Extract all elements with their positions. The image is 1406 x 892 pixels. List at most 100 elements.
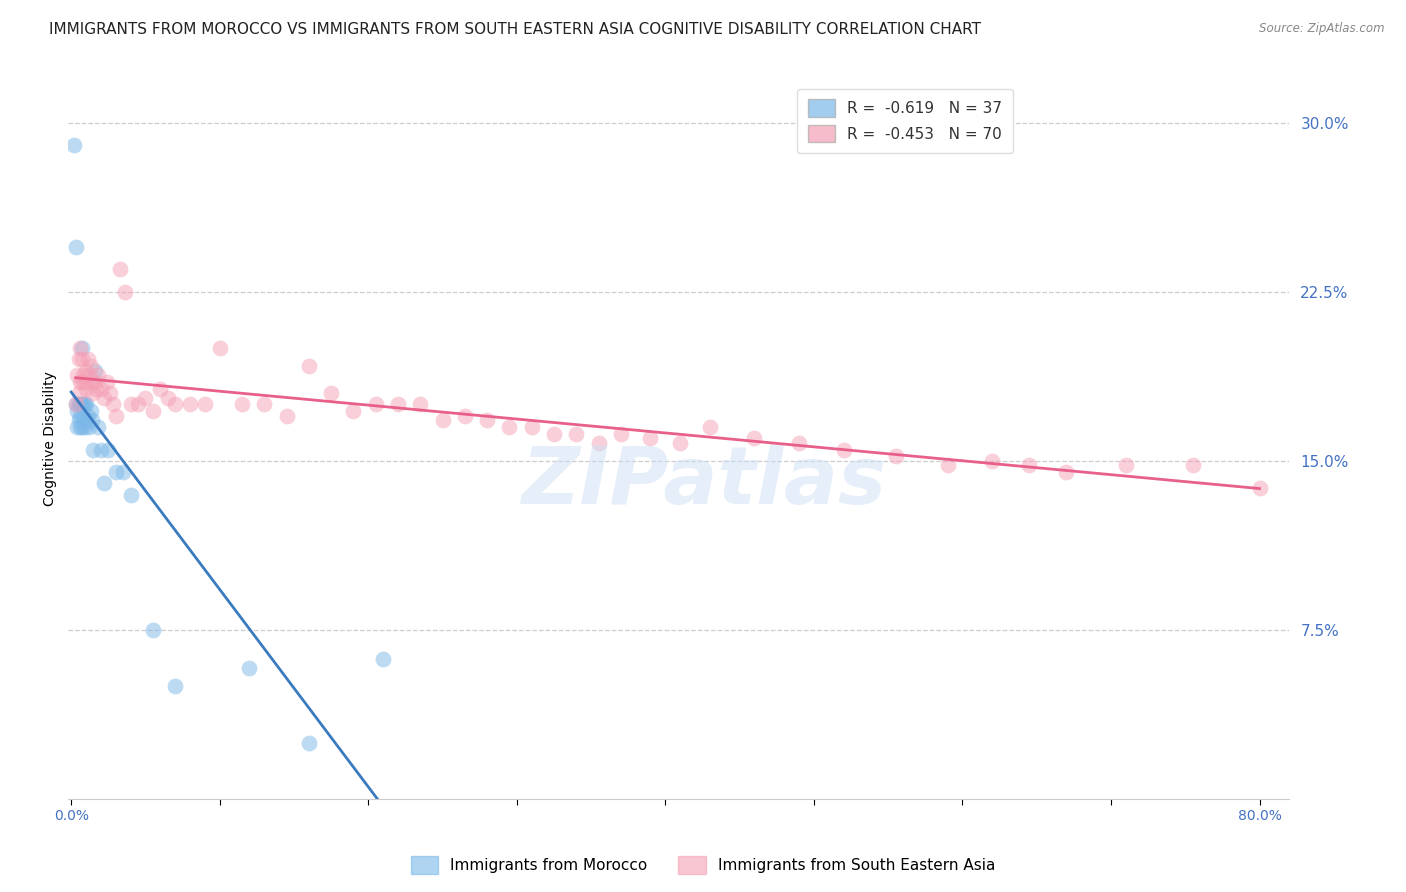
Point bbox=[93, 391, 115, 405]
Point bbox=[86, 382, 108, 396]
Legend: Immigrants from Morocco, Immigrants from South Eastern Asia: Immigrants from Morocco, Immigrants from… bbox=[405, 850, 1001, 880]
Point bbox=[936, 458, 959, 473]
Point bbox=[298, 359, 321, 373]
Point bbox=[981, 454, 1004, 468]
Point bbox=[73, 397, 96, 411]
Point bbox=[127, 397, 149, 411]
Point bbox=[76, 352, 98, 367]
Point bbox=[67, 386, 90, 401]
Point bbox=[65, 397, 87, 411]
Point bbox=[1181, 458, 1204, 473]
Point bbox=[70, 352, 93, 367]
Point bbox=[744, 431, 766, 445]
Point bbox=[69, 341, 91, 355]
Point bbox=[97, 442, 120, 457]
Point bbox=[72, 368, 94, 383]
Point bbox=[231, 397, 253, 411]
Point bbox=[364, 397, 387, 411]
Point bbox=[70, 397, 93, 411]
Point bbox=[120, 488, 142, 502]
Point bbox=[669, 435, 692, 450]
Point bbox=[409, 397, 432, 411]
Point bbox=[90, 442, 112, 457]
Legend: R =  -0.619   N = 37, R =  -0.453   N = 70: R = -0.619 N = 37, R = -0.453 N = 70 bbox=[797, 88, 1012, 153]
Point bbox=[114, 285, 136, 299]
Point bbox=[75, 397, 97, 411]
Point bbox=[72, 397, 94, 411]
Point bbox=[142, 623, 165, 637]
Point bbox=[101, 397, 124, 411]
Text: Source: ZipAtlas.com: Source: ZipAtlas.com bbox=[1260, 22, 1385, 36]
Point bbox=[77, 420, 100, 434]
Point bbox=[72, 409, 94, 423]
Point bbox=[73, 375, 96, 389]
Point bbox=[84, 375, 107, 389]
Point bbox=[238, 661, 260, 675]
Point bbox=[342, 404, 364, 418]
Point bbox=[142, 404, 165, 418]
Point bbox=[165, 397, 187, 411]
Point bbox=[179, 397, 201, 411]
Point bbox=[70, 341, 93, 355]
Point bbox=[104, 465, 127, 479]
Point bbox=[65, 397, 87, 411]
Point bbox=[276, 409, 298, 423]
Point bbox=[432, 413, 454, 427]
Point bbox=[76, 409, 98, 423]
Point bbox=[475, 413, 498, 427]
Point bbox=[194, 397, 217, 411]
Point bbox=[66, 404, 89, 418]
Point bbox=[321, 386, 343, 401]
Point bbox=[75, 413, 97, 427]
Point bbox=[298, 736, 321, 750]
Point bbox=[96, 375, 118, 389]
Point bbox=[79, 404, 101, 418]
Point bbox=[75, 382, 97, 396]
Point bbox=[884, 450, 907, 464]
Point bbox=[87, 420, 110, 434]
Point bbox=[77, 368, 100, 383]
Point bbox=[80, 413, 103, 427]
Point bbox=[87, 368, 110, 383]
Point bbox=[610, 426, 633, 441]
Point bbox=[69, 409, 91, 423]
Point bbox=[1054, 465, 1077, 479]
Point bbox=[387, 397, 409, 411]
Point bbox=[67, 397, 90, 411]
Point bbox=[75, 363, 97, 377]
Point bbox=[69, 375, 91, 389]
Point bbox=[82, 442, 104, 457]
Point bbox=[70, 375, 93, 389]
Point bbox=[1249, 481, 1271, 495]
Point bbox=[165, 679, 187, 693]
Point bbox=[565, 426, 588, 441]
Text: IMMIGRANTS FROM MOROCCO VS IMMIGRANTS FROM SOUTH EASTERN ASIA COGNITIVE DISABILI: IMMIGRANTS FROM MOROCCO VS IMMIGRANTS FR… bbox=[49, 22, 981, 37]
Point bbox=[208, 341, 231, 355]
Point bbox=[543, 426, 565, 441]
Point bbox=[1115, 458, 1137, 473]
Point bbox=[66, 420, 89, 434]
Point bbox=[253, 397, 276, 411]
Point bbox=[66, 368, 89, 383]
Point bbox=[90, 382, 112, 396]
Point bbox=[498, 420, 520, 434]
Point bbox=[98, 386, 121, 401]
Point bbox=[67, 352, 90, 367]
Point bbox=[699, 420, 721, 434]
Point bbox=[65, 239, 87, 253]
Point bbox=[79, 359, 101, 373]
Point bbox=[104, 409, 127, 423]
Point bbox=[69, 420, 91, 434]
Point bbox=[73, 420, 96, 434]
Point bbox=[69, 397, 91, 411]
Point bbox=[371, 652, 394, 666]
Point bbox=[520, 420, 543, 434]
Y-axis label: Cognitive Disability: Cognitive Disability bbox=[44, 371, 58, 506]
Point bbox=[588, 435, 610, 450]
Point bbox=[832, 442, 855, 457]
Point bbox=[63, 138, 86, 153]
Point bbox=[70, 420, 93, 434]
Point bbox=[120, 397, 142, 411]
Point bbox=[1018, 458, 1040, 473]
Text: ZIPatlas: ZIPatlas bbox=[520, 442, 886, 521]
